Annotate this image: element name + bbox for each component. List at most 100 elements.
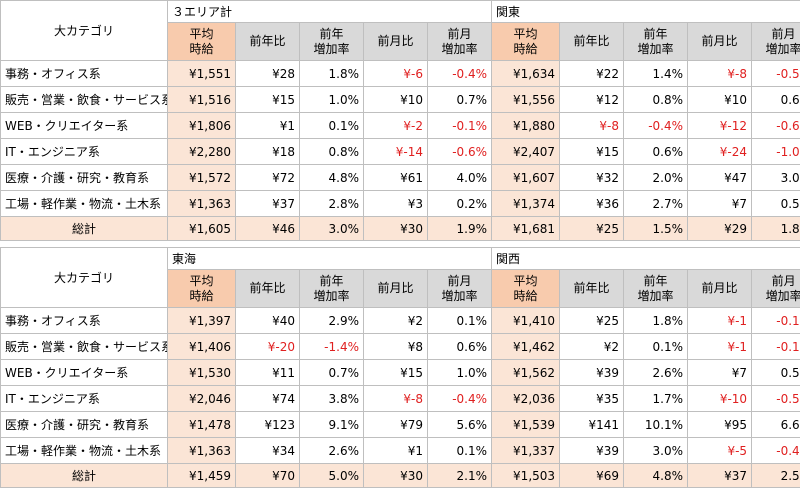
column-header-mom-rate: 前月 増加率 — [751, 269, 800, 308]
column-header-yoy-rate: 前年 増加率 — [623, 269, 689, 308]
value-cell: 0.5% — [751, 359, 800, 386]
category-label: 販売・営業・飲食・サービス系 — [0, 86, 168, 113]
value-cell: 3.8% — [299, 385, 364, 412]
value-cell: ¥1,374 — [491, 190, 561, 217]
column-header-mom-rate: 前月 増加率 — [751, 22, 800, 61]
column-header-mom-rate: 前月 増加率 — [426, 22, 493, 61]
value-cell: 2.6% — [623, 359, 689, 386]
value-cell: ¥47 — [687, 164, 753, 191]
value-cell: 0.6% — [751, 86, 800, 113]
value-cell: ¥1 — [235, 112, 300, 139]
value-cell: -0.1% — [751, 333, 800, 360]
category-header: 大カテゴリ — [0, 0, 168, 61]
total-value-cell: 2.5% — [751, 463, 800, 488]
value-cell: ¥2 — [559, 333, 625, 360]
value-cell: 0.7% — [299, 359, 364, 386]
column-header-avg: 平均 時給 — [491, 22, 561, 61]
table-row: 工場・軽作業・物流・土木系 ¥1,363 ¥34 2.6% ¥1 0.1% ¥1,337 ¥3… — [0, 437, 800, 464]
total-value-cell: 4.8% — [623, 463, 689, 488]
value-cell: ¥1,337 — [491, 437, 561, 464]
table-row: 事務・オフィス系 ¥1,397 ¥40 2.9% ¥2 0.1% ¥1,410 ¥25 1.8%… — [0, 307, 800, 334]
value-cell: ¥-8 — [687, 60, 753, 87]
value-cell: -1.4% — [299, 333, 364, 360]
value-cell: ¥40 — [235, 307, 300, 334]
table-row: WEB・クリエイター系 ¥1,530 ¥11 0.7% ¥15 1.0% ¥1,562 ¥39… — [0, 359, 800, 386]
value-cell: ¥35 — [559, 385, 625, 412]
value-cell: ¥36 — [559, 190, 625, 217]
value-cell: 0.8% — [623, 86, 689, 113]
total-row: 総計 ¥1,605 ¥46 3.0% ¥30 1.9% ¥1,681 ¥25 1.5% ¥29 1.… — [0, 216, 800, 241]
value-cell: ¥1,410 — [491, 307, 561, 334]
value-cell: 0.6% — [426, 333, 493, 360]
total-value-cell: 2.1% — [426, 463, 493, 488]
column-header-mom: 前月比 — [687, 269, 753, 308]
value-cell: -0.5% — [751, 385, 800, 412]
value-cell: -0.4% — [426, 60, 493, 87]
value-cell: ¥39 — [559, 437, 625, 464]
value-cell: ¥1,806 — [167, 112, 236, 139]
value-cell: ¥11 — [235, 359, 300, 386]
value-cell: ¥1,462 — [491, 333, 561, 360]
column-header-avg: 平均 時給 — [167, 22, 236, 61]
value-cell: -0.4% — [623, 112, 689, 139]
value-cell: 2.8% — [299, 190, 364, 217]
value-cell: ¥34 — [235, 437, 300, 464]
total-value-cell: 5.0% — [299, 463, 364, 488]
column-header-avg: 平均 時給 — [491, 269, 561, 308]
value-cell: ¥-8 — [363, 385, 428, 412]
column-header-yoy: 前年比 — [559, 22, 625, 61]
value-cell: -0.5% — [751, 60, 800, 87]
value-cell: 0.7% — [426, 86, 493, 113]
value-cell: ¥72 — [235, 164, 300, 191]
value-cell: ¥-5 — [687, 437, 753, 464]
value-cell: ¥-6 — [363, 60, 428, 87]
table-row: 工場・軽作業・物流・土木系 ¥1,363 ¥37 2.8% ¥3 0.2% ¥1,374 ¥3… — [0, 190, 800, 217]
value-cell: ¥141 — [559, 411, 625, 438]
category-label: 医療・介護・研究・教育系 — [0, 411, 168, 438]
value-cell: ¥2,046 — [167, 385, 236, 412]
value-cell: ¥1 — [363, 437, 428, 464]
value-cell: ¥10 — [363, 86, 428, 113]
total-row: 総計 ¥1,459 ¥70 5.0% ¥30 2.1% ¥1,503 ¥69 4.8% ¥37 2.… — [0, 463, 800, 488]
value-cell: ¥-1 — [687, 307, 753, 334]
value-cell: ¥2,407 — [491, 138, 561, 165]
value-cell: 2.0% — [623, 164, 689, 191]
value-cell: ¥32 — [559, 164, 625, 191]
value-cell: ¥8 — [363, 333, 428, 360]
column-header-yoy-rate: 前年 増加率 — [623, 22, 689, 61]
value-cell: ¥1,551 — [167, 60, 236, 87]
value-cell: ¥1,397 — [167, 307, 236, 334]
category-label: 販売・営業・飲食・サービス系 — [0, 333, 168, 360]
total-value-cell: ¥1,459 — [167, 463, 236, 488]
value-cell: ¥1,572 — [167, 164, 236, 191]
value-cell: 1.7% — [623, 385, 689, 412]
value-cell: ¥1,556 — [491, 86, 561, 113]
value-cell: 2.6% — [299, 437, 364, 464]
value-cell: 2.7% — [623, 190, 689, 217]
wage-table-2: 大カテゴリ 東海 関西 平均 時給 前年比 前年 増加率 前月比 前月 増加率 平均 時給 前年比 前年 増加… — [0, 247, 800, 488]
value-cell: ¥-12 — [687, 112, 753, 139]
total-value-cell: ¥1,605 — [167, 216, 236, 241]
value-cell: ¥1,363 — [167, 437, 236, 464]
value-cell: 10.1% — [623, 411, 689, 438]
wage-table-1: 大カテゴリ ３エリア計 関東 平均 時給 前年比 前年 増加率 前月比 前月 増加率 平均 時給 前年比前… — [0, 0, 800, 241]
region-header: 東海 — [166, 247, 493, 270]
value-cell: ¥-8 — [559, 112, 625, 139]
value-cell: 0.1% — [623, 333, 689, 360]
table-row: 販売・営業・飲食・サービス系 ¥1,516 ¥15 1.0% ¥10 0.7% ¥1,556… — [0, 86, 800, 113]
column-header-yoy: 前年比 — [235, 269, 300, 308]
table-row: WEB・クリエイター系 ¥1,806 ¥1 0.1% ¥-2 -0.1% ¥1,880 ¥-8… — [0, 112, 800, 139]
value-cell: ¥1,607 — [491, 164, 561, 191]
category-label: 工場・軽作業・物流・土木系 — [0, 190, 168, 217]
category-label: 事務・オフィス系 — [0, 60, 168, 87]
total-value-cell: 1.8% — [751, 216, 800, 241]
value-cell: ¥61 — [363, 164, 428, 191]
column-header-mom: 前月比 — [687, 22, 753, 61]
total-value-cell: ¥46 — [235, 216, 300, 241]
value-cell: ¥28 — [235, 60, 300, 87]
value-cell: ¥-2 — [363, 112, 428, 139]
column-header-yoy-rate: 前年 増加率 — [299, 22, 364, 61]
value-cell: ¥1,634 — [491, 60, 561, 87]
value-cell: 1.0% — [426, 359, 493, 386]
value-cell: ¥-1 — [687, 333, 753, 360]
